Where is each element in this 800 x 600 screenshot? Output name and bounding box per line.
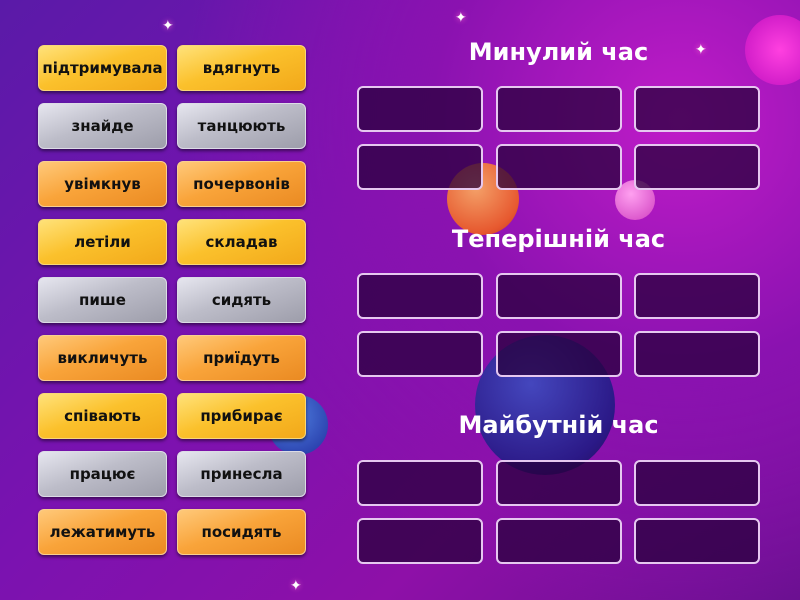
word-tile[interactable]: вдягнуть <box>177 45 306 91</box>
drop-slot[interactable] <box>357 144 483 190</box>
word-tile[interactable]: пише <box>38 277 167 323</box>
drop-slot[interactable] <box>634 144 760 190</box>
drop-slot[interactable] <box>357 518 483 564</box>
star-icon: ✦ <box>162 18 174 34</box>
word-tile[interactable]: викличуть <box>38 335 167 381</box>
word-tile[interactable]: приїдуть <box>177 335 306 381</box>
word-tile[interactable]: танцюють <box>177 103 306 149</box>
drop-slot[interactable] <box>357 273 483 319</box>
drop-slot[interactable] <box>634 86 760 132</box>
word-tile[interactable]: принесла <box>177 451 306 497</box>
word-tile[interactable]: летіли <box>38 219 167 265</box>
word-tile[interactable]: посидять <box>177 509 306 555</box>
drop-slot[interactable] <box>634 331 760 377</box>
drop-slot[interactable] <box>496 331 622 377</box>
word-tile[interactable]: почервонів <box>177 161 306 207</box>
star-icon: ✦ <box>290 578 302 594</box>
drop-slot[interactable] <box>634 273 760 319</box>
group-heading: Минулий час <box>468 38 649 66</box>
planet-magenta <box>745 15 800 85</box>
drop-slot[interactable] <box>634 460 760 506</box>
star-icon: ✦ <box>455 10 467 26</box>
drop-slot[interactable] <box>496 273 622 319</box>
word-tile[interactable]: складав <box>177 219 306 265</box>
word-tile[interactable]: увімкнув <box>38 161 167 207</box>
drop-slot[interactable] <box>634 518 760 564</box>
drop-slot[interactable] <box>357 460 483 506</box>
drop-slot[interactable] <box>357 331 483 377</box>
word-tile[interactable]: прибирає <box>177 393 306 439</box>
drop-slot[interactable] <box>496 144 622 190</box>
group-heading: Теперішній час <box>451 225 666 253</box>
word-tile[interactable]: працює <box>38 451 167 497</box>
drop-slot[interactable] <box>496 86 622 132</box>
drop-slot[interactable] <box>357 86 483 132</box>
word-tile[interactable]: співають <box>38 393 167 439</box>
drop-slot[interactable] <box>496 518 622 564</box>
star-icon: ✦ <box>695 42 707 58</box>
drop-slot[interactable] <box>496 460 622 506</box>
group-heading: Майбутній час <box>458 411 659 439</box>
word-tile[interactable]: знайде <box>38 103 167 149</box>
word-tile[interactable]: підтримувала <box>38 45 167 91</box>
word-tile[interactable]: сидять <box>177 277 306 323</box>
word-tile[interactable]: лежатимуть <box>38 509 167 555</box>
